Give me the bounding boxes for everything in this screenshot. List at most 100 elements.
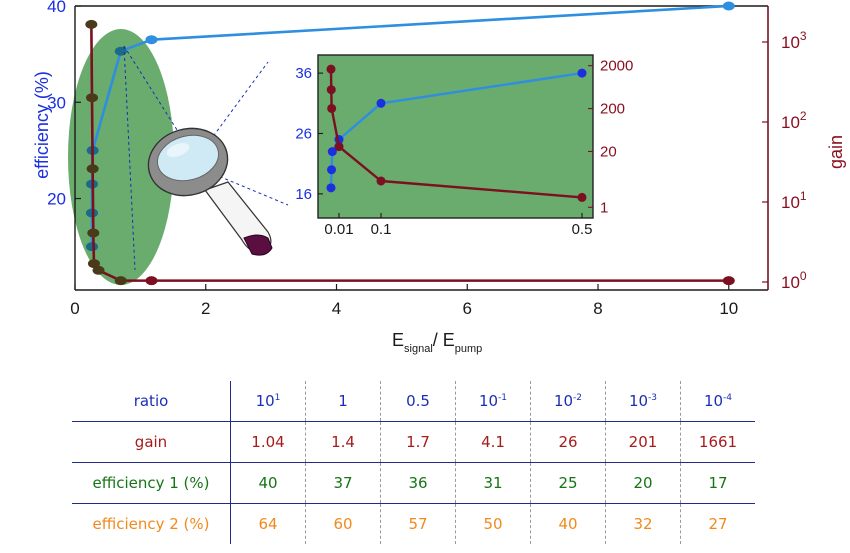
x-tick-label: 6 bbox=[463, 299, 472, 318]
gain-series-point bbox=[114, 276, 127, 286]
inset-series bbox=[326, 64, 587, 202]
efficiency-series-point bbox=[85, 242, 98, 252]
y-right-tick-label: 101 bbox=[781, 189, 807, 212]
inset-efficiency-point bbox=[327, 165, 337, 175]
inset-gain-point bbox=[326, 64, 336, 74]
table-cell: 10-4 bbox=[703, 392, 733, 410]
y-axis-label-left: efficiency (%) bbox=[32, 71, 52, 179]
table-cell: 201 bbox=[605, 421, 681, 463]
table-cell: 20 bbox=[605, 462, 681, 504]
table-cell: 26 bbox=[530, 421, 606, 463]
inset-efficiency-point bbox=[327, 147, 337, 157]
table-cell: 0.5 bbox=[380, 381, 456, 422]
table-cell: 31 bbox=[455, 462, 531, 504]
inset-y-right-tick-label: 1 bbox=[600, 199, 608, 216]
efficiency-gain-chart: 0 2 4 6 8 10 20 30 40 100 101 102 103 efficiency (… bbox=[32, 0, 846, 355]
table-cell: 25 bbox=[530, 462, 606, 504]
inset-chart: 0.01 0.1 0.5 16 26 36 1 20 200 2000 bbox=[295, 54, 633, 238]
table-row-gain: gain 1.04 1.4 1.7 4.1 26 201 1661 bbox=[72, 421, 755, 463]
inset-gain-point bbox=[326, 85, 336, 95]
y-left-tick-label: 40 bbox=[47, 0, 66, 16]
inset-x-tick-label: 0.1 bbox=[371, 221, 392, 238]
inset-y-ticks-right: 1 20 200 2000 bbox=[588, 58, 633, 216]
table-cell: 32 bbox=[605, 503, 681, 544]
table-cell: 10-1 bbox=[455, 381, 531, 422]
inset-x-ticks: 0.01 0.1 0.5 bbox=[324, 213, 592, 238]
table-cell: 101 bbox=[230, 381, 306, 422]
gain-series-point bbox=[85, 93, 98, 103]
main-axes bbox=[74, 5, 769, 291]
y-right-tick-label: 103 bbox=[781, 29, 807, 52]
inset-y-right-tick-label: 200 bbox=[600, 101, 625, 118]
table-cell: 4.1 bbox=[455, 421, 531, 463]
x-tick-label: 10 bbox=[719, 299, 738, 318]
inset-efficiency-point bbox=[577, 68, 587, 78]
magnifying-glass-icon bbox=[147, 127, 273, 256]
gain-series-point bbox=[145, 276, 158, 286]
inset-y-left-tick-label: 26 bbox=[295, 125, 312, 142]
table-row-header: efficiency 1 (%) bbox=[72, 462, 231, 504]
table-cell: 10-2 bbox=[530, 381, 606, 422]
gain-series-point bbox=[87, 228, 100, 238]
table-cell: 40 bbox=[530, 503, 606, 544]
inset-plot-area bbox=[317, 54, 594, 219]
table-row-header: ratio bbox=[72, 381, 231, 422]
gain-series-point bbox=[87, 259, 100, 269]
table-cell: 1.4 bbox=[305, 421, 381, 463]
inset-efficiency-point bbox=[376, 98, 386, 108]
gain-series-point bbox=[92, 265, 105, 275]
table-row-header: gain bbox=[72, 421, 231, 463]
table-cell: 60 bbox=[305, 503, 381, 544]
table-cell: 10-3 bbox=[605, 381, 681, 422]
table-cell: 1.04 bbox=[230, 421, 306, 463]
gain-series-point bbox=[722, 276, 735, 286]
gain-series-point bbox=[85, 19, 98, 29]
gain-series-point bbox=[86, 164, 99, 174]
values-table: ratio 101 1 0.5 10-1 10-2 10-3 10-4 gain 1.04 1.4 1… bbox=[72, 381, 755, 544]
x-tick-label: 4 bbox=[332, 299, 341, 318]
main-x-ticks: 0 2 4 6 8 10 bbox=[70, 284, 738, 318]
table-row-eff2: efficiency 2 (%) 64 60 57 50 40 32 27 bbox=[72, 503, 755, 544]
inset-y-right-tick-label: 2000 bbox=[600, 58, 633, 75]
highlight-ellipse bbox=[68, 29, 174, 285]
table-cell: 1 bbox=[305, 381, 381, 422]
inset-x-tick-label: 0.5 bbox=[572, 221, 593, 238]
main-series bbox=[85, 1, 735, 286]
inset-efficiency-point bbox=[326, 183, 336, 193]
inset-y-ticks-left: 16 26 36 bbox=[295, 65, 323, 203]
table-cell: 1.7 bbox=[380, 421, 456, 463]
table-cell: 37 bbox=[305, 462, 381, 504]
inset-y-left-tick-label: 36 bbox=[295, 65, 312, 82]
zoom-guide-lines bbox=[123, 45, 289, 271]
table-cell: 36 bbox=[380, 462, 456, 504]
x-tick-label: 0 bbox=[70, 299, 79, 318]
table-cell: 17 bbox=[708, 474, 728, 492]
table-cell: 40 bbox=[230, 462, 306, 504]
inset-gain-point bbox=[376, 176, 386, 186]
main-y-ticks-right: 100 101 102 103 bbox=[762, 29, 807, 292]
table-cell: 50 bbox=[455, 503, 531, 544]
x-tick-label: 2 bbox=[201, 299, 210, 318]
table-row-header: efficiency 2 (%) bbox=[72, 503, 231, 544]
table-cell: 64 bbox=[230, 503, 306, 544]
y-right-tick-label: 102 bbox=[781, 109, 807, 132]
x-tick-label: 8 bbox=[593, 299, 602, 318]
y-left-tick-label: 20 bbox=[47, 190, 66, 209]
table-cell: 1661 bbox=[698, 433, 738, 451]
inset-gain-point bbox=[577, 192, 587, 202]
inset-y-right-tick-label: 20 bbox=[600, 143, 617, 160]
table-cell: 27 bbox=[708, 515, 728, 533]
inset-gain-point bbox=[334, 142, 344, 152]
table-row-ratio: ratio 101 1 0.5 10-1 10-2 10-3 10-4 bbox=[72, 381, 755, 422]
inset-y-left-tick-label: 16 bbox=[295, 186, 312, 203]
table-row-eff1: efficiency 1 (%) 40 37 36 31 25 20 17 bbox=[72, 462, 755, 504]
efficiency-series-point bbox=[145, 35, 158, 45]
y-axis-label-right: gain bbox=[826, 135, 846, 169]
y-right-tick-label: 100 bbox=[781, 269, 807, 292]
inset-gain-point bbox=[327, 103, 337, 113]
inset-x-tick-label: 0.01 bbox=[324, 221, 353, 238]
efficiency-series-point bbox=[722, 1, 735, 11]
table-cell: 57 bbox=[380, 503, 456, 544]
x-axis-label: Esignal/ Epump bbox=[392, 330, 482, 355]
y-left-tick-label: 30 bbox=[47, 93, 66, 112]
